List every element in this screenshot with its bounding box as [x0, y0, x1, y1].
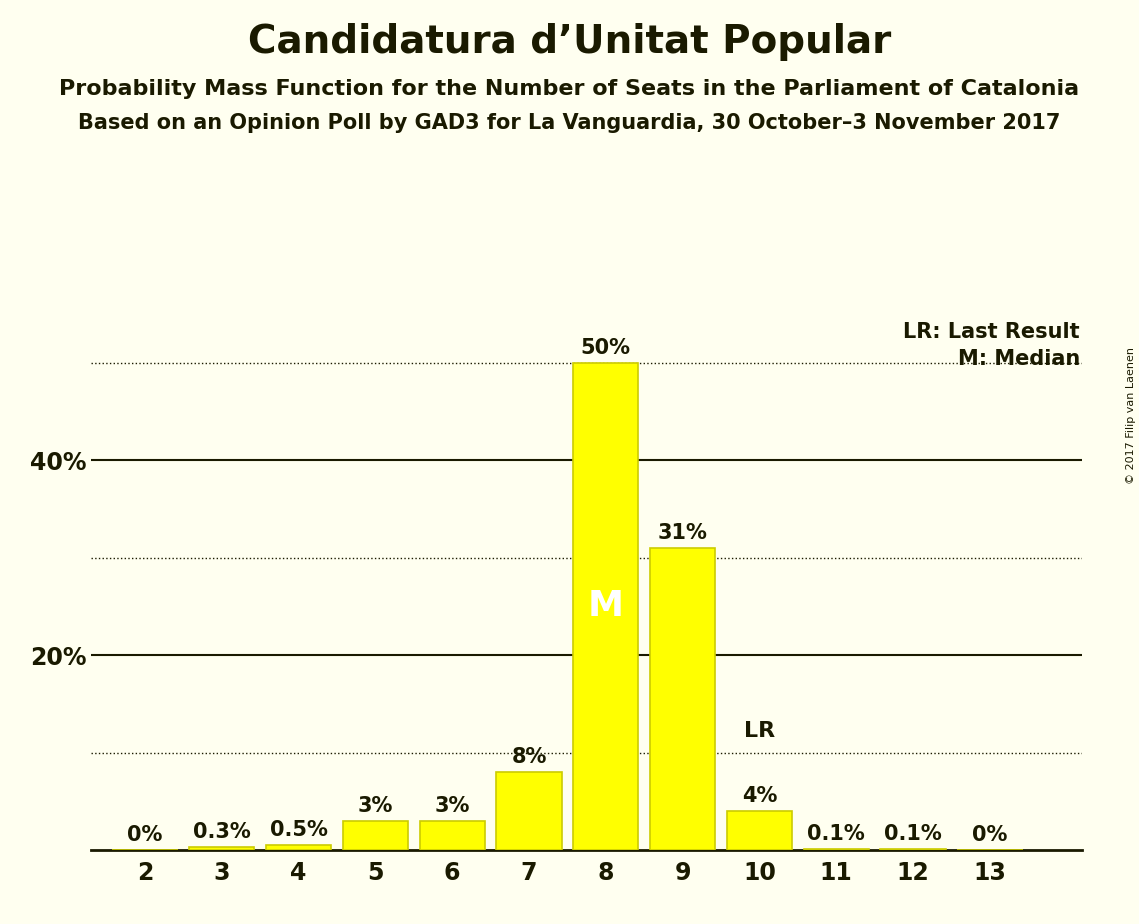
- Text: 50%: 50%: [581, 338, 631, 358]
- Bar: [650, 548, 715, 850]
- Bar: [189, 847, 254, 850]
- Text: Probability Mass Function for the Number of Seats in the Parliament of Catalonia: Probability Mass Function for the Number…: [59, 79, 1080, 99]
- Bar: [265, 845, 331, 850]
- Text: 0.5%: 0.5%: [270, 821, 327, 840]
- Bar: [880, 849, 945, 850]
- Bar: [419, 821, 485, 850]
- Bar: [497, 772, 562, 850]
- Text: 0.3%: 0.3%: [192, 822, 251, 843]
- Text: 0%: 0%: [128, 825, 163, 845]
- Text: M: M: [588, 590, 624, 624]
- Bar: [727, 811, 792, 850]
- Text: 0.1%: 0.1%: [808, 824, 866, 845]
- Bar: [343, 821, 408, 850]
- Text: 3%: 3%: [434, 796, 470, 816]
- Text: LR: Last Result: LR: Last Result: [903, 322, 1080, 342]
- Text: Based on an Opinion Poll by GAD3 for La Vanguardia, 30 October–3 November 2017: Based on an Opinion Poll by GAD3 for La …: [79, 113, 1060, 133]
- Text: LR: LR: [744, 721, 775, 741]
- Text: 8%: 8%: [511, 748, 547, 767]
- Text: 3%: 3%: [358, 796, 393, 816]
- Text: © 2017 Filip van Laenen: © 2017 Filip van Laenen: [1126, 347, 1136, 484]
- Text: Candidatura d’Unitat Popular: Candidatura d’Unitat Popular: [248, 23, 891, 61]
- Text: M: Median: M: Median: [958, 349, 1080, 369]
- Bar: [804, 849, 869, 850]
- Bar: [573, 363, 639, 850]
- Text: 0.1%: 0.1%: [884, 824, 942, 845]
- Text: 0%: 0%: [973, 825, 1008, 845]
- Text: 31%: 31%: [657, 523, 707, 543]
- Text: 4%: 4%: [741, 786, 777, 807]
